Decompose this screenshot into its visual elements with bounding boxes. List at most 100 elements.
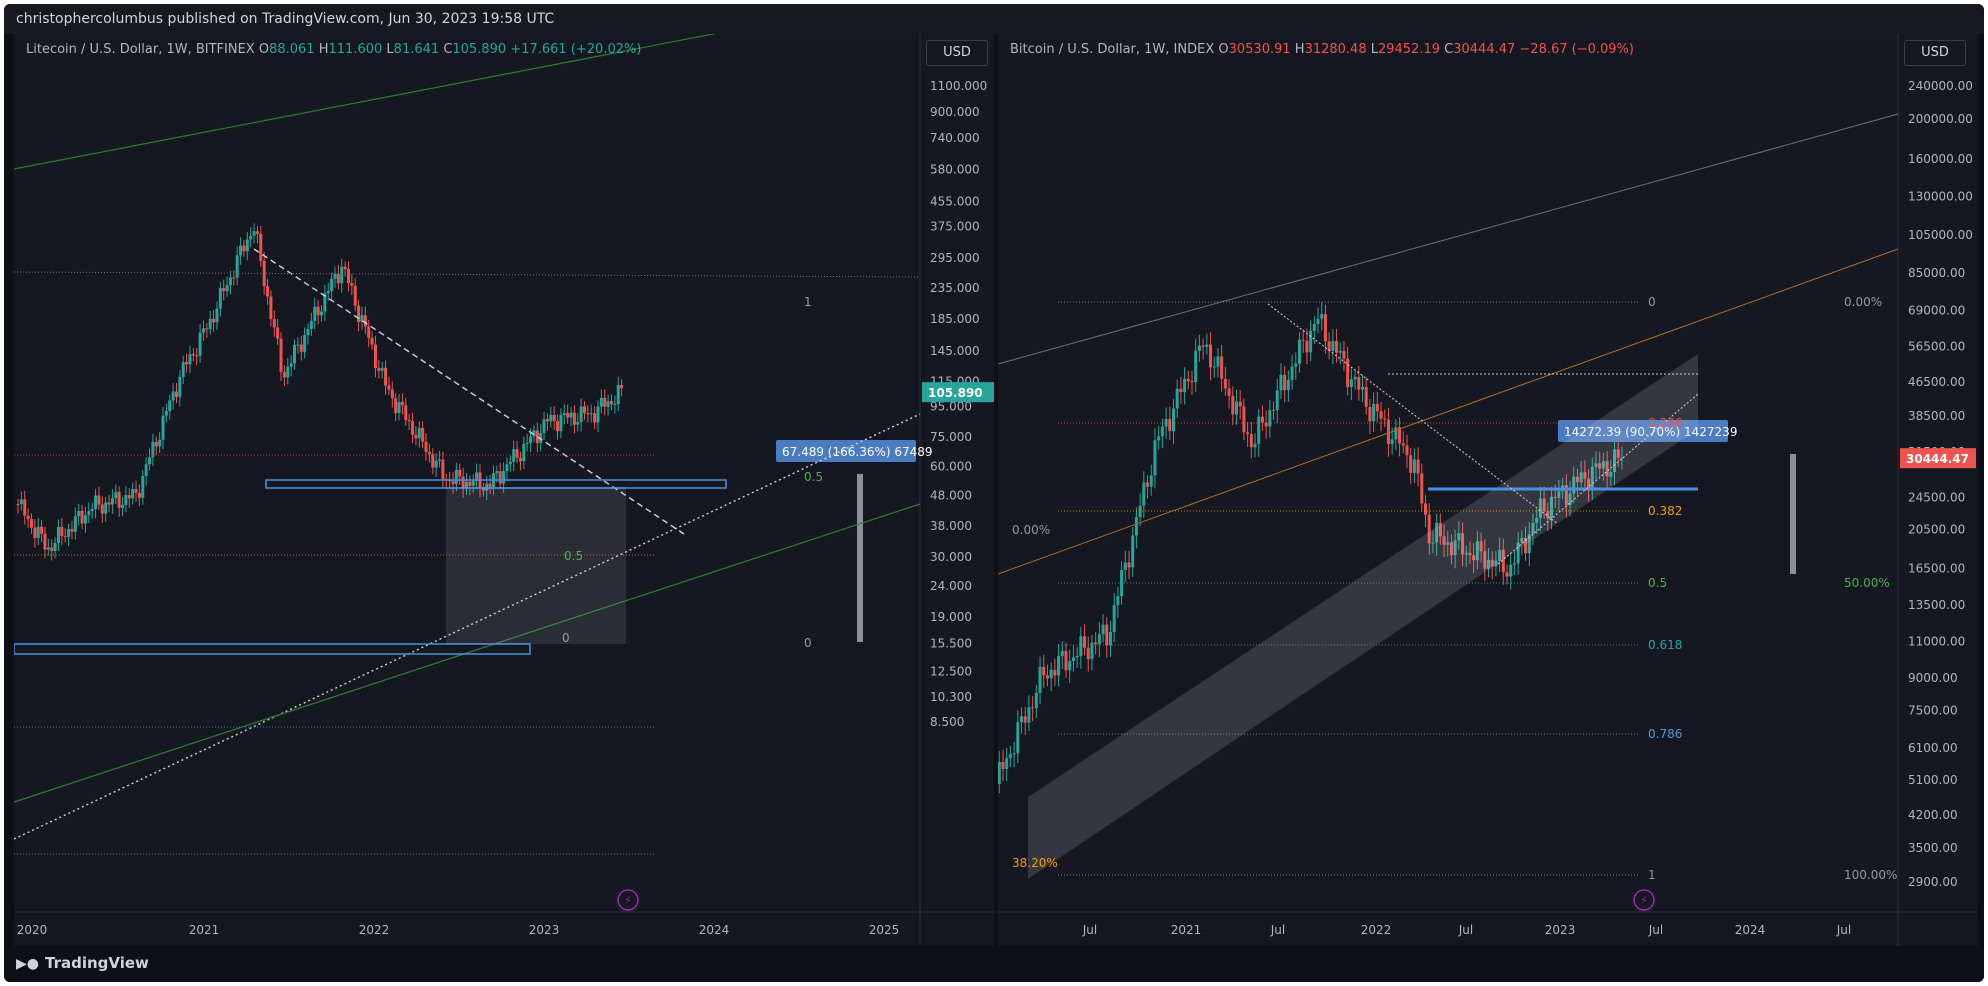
y-tick-label: 105000.00 [1908,228,1973,242]
candle-body [333,273,337,279]
y-tick-label: 75.000 [930,430,972,444]
candle-body [1401,443,1405,446]
y-tick-label: 8.500 [930,715,964,729]
bitcoin-chart-svg[interactable]: 240000.00200000.00160000.00130000.001050… [998,34,1978,946]
candle-body [1550,496,1554,519]
candle-body [552,414,556,422]
candle-body [313,306,317,321]
candle-body [370,337,374,345]
candle-body [1194,350,1198,383]
candle-body [239,245,243,256]
litecoin-legend: Litecoin / U.S. Dollar, 1W, BITFINEX O88… [26,42,641,57]
candle-body [1527,534,1531,554]
candle-body [1524,537,1528,554]
candle-body [67,529,71,537]
candle-body [1268,409,1272,427]
candle-body [1227,388,1231,396]
candle-body [1123,562,1127,570]
candle-body [549,414,553,422]
x-tick-label: 2025 [869,923,900,937]
last-price-tag: 105.890 [928,386,983,400]
y-tick-label: 240000.00 [1908,79,1973,93]
candle-body [579,406,583,423]
candle-body [144,464,148,477]
footer-bar: ▶● TradingView [4,946,1984,982]
candle-body [1316,318,1320,324]
candle-body [205,328,209,330]
candle-body [107,502,111,505]
candle-body [1353,376,1357,380]
candle-body [1238,401,1242,407]
candle-body [1620,457,1624,459]
y-tick-label: 295.000 [930,251,980,265]
candle-body [1090,642,1094,660]
y-tick-label: 375.000 [930,220,980,234]
candle-body [36,526,40,539]
candle-body [1398,427,1402,444]
candle-body [208,318,212,329]
y-tick-label: 5100.00 [1908,773,1958,787]
candle-body [154,441,158,447]
bitcoin-currency-button[interactable]: USD [1904,40,1966,66]
candle-body [1075,655,1079,658]
candle-body [1105,624,1109,646]
litecoin-c-label: C [443,42,453,57]
candle-body [1005,758,1009,769]
candle-body [94,495,98,509]
y-tick-label: 3500.00 [1908,841,1958,855]
candle-body [586,413,590,415]
candle-body [346,269,350,284]
side-label-bottom: 38.20% [1012,856,1058,870]
candle-body [1305,340,1309,353]
y-tick-label: 19.000 [930,610,972,624]
bitcoin-c-label: C [1444,42,1454,57]
candle-body [259,233,263,261]
candle-body [1053,669,1057,676]
y-tick-label: 48.000 [930,489,972,503]
candle-body [29,519,33,528]
candle-body [1060,650,1064,657]
candle-body [1590,466,1594,491]
candle-body [53,542,57,552]
candle-body [1205,344,1209,347]
candle-body [1564,485,1568,506]
x-tick-label: 2024 [699,923,730,937]
candle-body [43,533,47,550]
candle-body [77,510,81,517]
candle-body [1461,533,1465,555]
y-tick-label: 145.000 [930,344,980,358]
candle-body [1512,563,1516,565]
candle-body [137,492,141,498]
tradingview-brand[interactable]: ▶● TradingView [16,954,149,972]
litecoin-chart-pane[interactable]: 1100.000 900.000 740.000 580.000 455.000 375.… [14,34,994,946]
candle-body [609,401,613,405]
candle-body [488,483,492,488]
candle-body [569,412,573,418]
litecoin-chart-svg[interactable]: 1100.000 900.000 740.000 580.000 455.000 375.… [14,34,994,946]
x-tick-label: 2022 [1361,923,1392,937]
candle-body [1020,716,1024,723]
candle-body [1468,552,1472,556]
candle-body [23,499,27,516]
y-tick-label: 38500.00 [1908,409,1965,423]
litecoin-currency-button[interactable]: USD [926,40,988,66]
y-tick-label: 20500.00 [1908,522,1965,536]
candle-body [1083,636,1087,648]
fib-level-label: 0.236 [1648,416,1682,430]
candle-body [134,489,138,493]
y-tick-label: 900.000 [930,105,980,119]
triangle-pattern-area [446,487,626,644]
candle-body [249,235,253,240]
candle-body [1220,356,1224,379]
candle-body [1516,542,1520,564]
candle-body [1579,472,1583,483]
x-tick-label: Jul [1836,923,1851,937]
candle-body [1427,514,1431,544]
lightning-icon-glyph: ⚡ [624,894,632,907]
candle-body [100,504,104,514]
candle-body [1546,511,1550,519]
y-tick-label: 740.000 [930,131,980,145]
candle-body [104,502,108,514]
bitcoin-chart-pane[interactable]: 240000.00 200000.00 160000.00 130000.00 1050… [998,34,1978,946]
candle-body [576,422,580,425]
